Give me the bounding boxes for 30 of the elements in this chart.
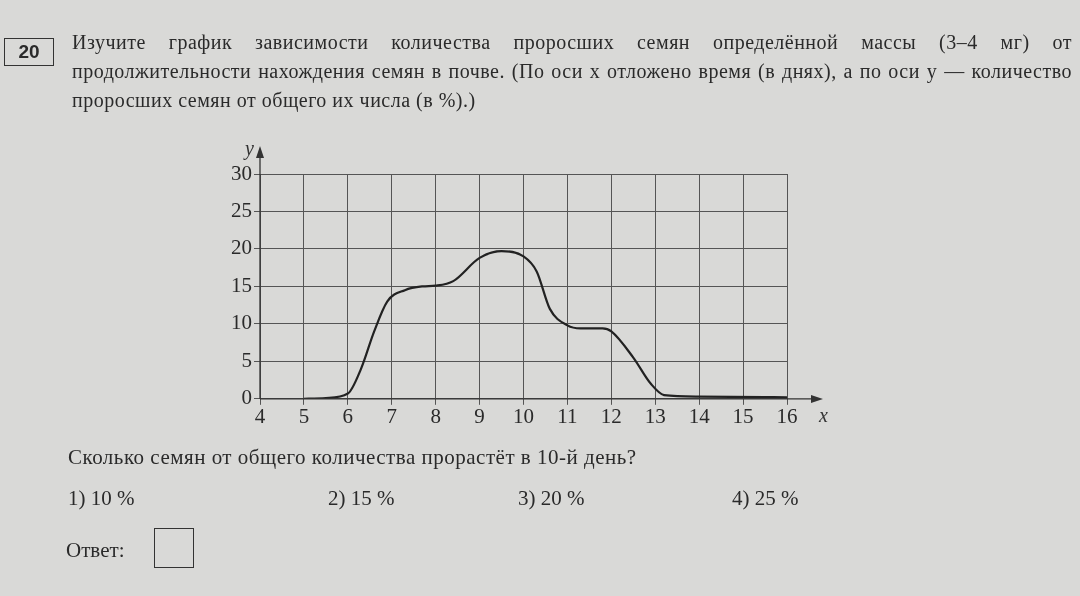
x-tick-label: 5 [298, 403, 310, 428]
y-tick-label: 10 [231, 310, 252, 335]
y-tick-label: 20 [231, 235, 252, 260]
y-tick-label: 25 [231, 197, 252, 222]
x-tick-label: 8 [430, 403, 441, 428]
x-tick-label: 10 [513, 403, 534, 428]
x-tick-label: 6 [342, 403, 354, 428]
x-tick-label: 16 [776, 403, 798, 428]
text: 20 [4, 38, 54, 66]
text: 3) 20 % [518, 486, 585, 511]
text: Сколько семян от общего количества прорастёт в 10-й день? [68, 445, 637, 470]
y-axis-title: y [243, 137, 255, 161]
text: 1) 10 % [68, 486, 135, 511]
x-tick-label: 13 [644, 403, 666, 428]
x-tick-label: 9 [474, 403, 485, 428]
text: 4) 25 % [732, 486, 799, 511]
x-tick-label: 14 [688, 403, 711, 428]
y-tick-label: 0 [241, 385, 252, 410]
chart-title: Изучите график зависимости количества проросших семян определённой массы (3–4 мг) от продолжительности нахождения семян в почве. (По оси x отложено время (в днях), а по оси y — количество проросших семян от общего их числа (в %).) [72, 30, 1072, 114]
y-tick-label: 30 [231, 160, 252, 185]
x-axis-title: x [818, 404, 828, 427]
y-tick-label: 5 [241, 347, 252, 372]
y-tick-label: 15 [231, 272, 252, 297]
text: Ответ: [66, 538, 125, 563]
x-tick-label: 12 [600, 403, 622, 428]
x-tick-label: 15 [732, 403, 754, 428]
text: 2) 15 % [328, 486, 395, 511]
x-tick-label: 11 [557, 403, 578, 428]
x-tick-label: 7 [386, 403, 397, 428]
x-tick-label: 4 [254, 403, 266, 428]
